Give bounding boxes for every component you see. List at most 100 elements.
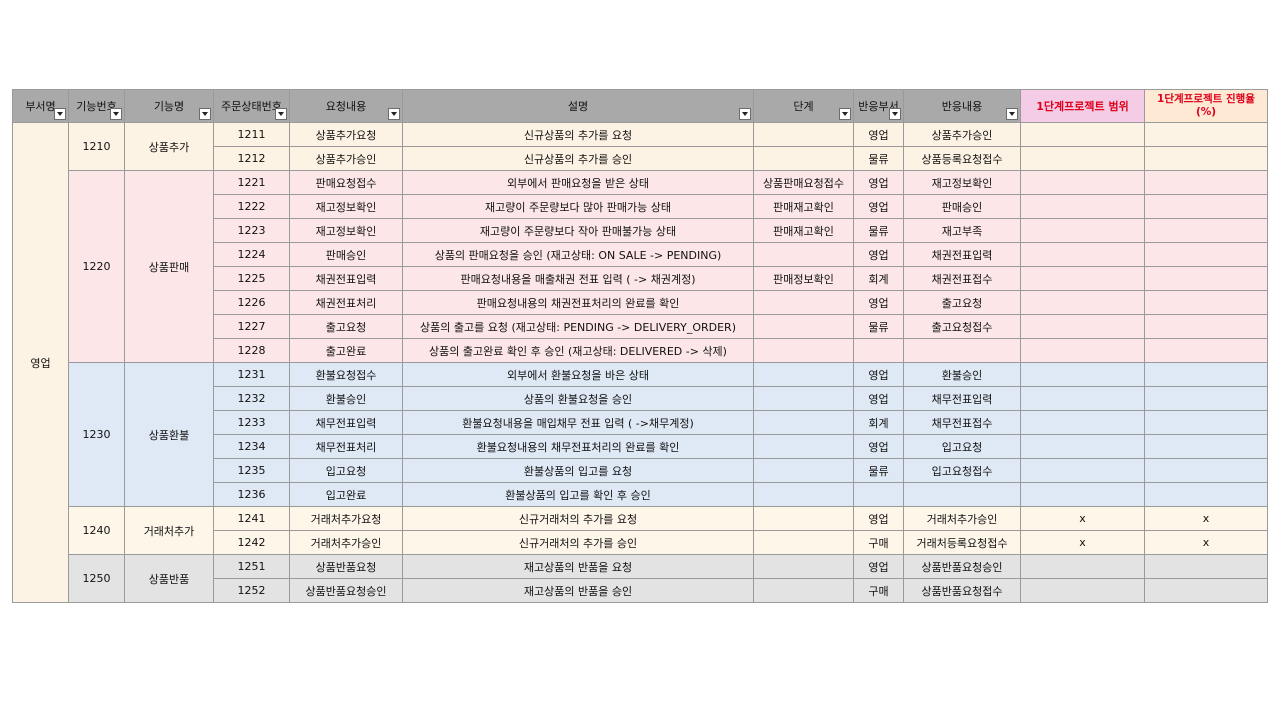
status-no-cell[interactable]: 1231: [213, 362, 290, 387]
response-cell[interactable]: 상품등록요청접수: [903, 146, 1021, 171]
response-cell[interactable]: 환불승인: [903, 362, 1021, 387]
status-no-cell[interactable]: 1227: [213, 314, 290, 339]
phase1-scope-cell[interactable]: [1020, 410, 1145, 435]
function-no-cell[interactable]: 1250: [68, 554, 125, 603]
phase1-scope-cell[interactable]: [1020, 218, 1145, 243]
phase1-scope-cell[interactable]: [1020, 314, 1145, 339]
stage-cell[interactable]: [753, 482, 854, 507]
phase1-scope-cell[interactable]: [1020, 386, 1145, 411]
stage-cell[interactable]: [753, 554, 854, 579]
status-no-cell[interactable]: 1241: [213, 506, 290, 531]
response-dept-cell[interactable]: 물류: [853, 458, 904, 483]
phase1-scope-cell[interactable]: [1020, 458, 1145, 483]
function-no-cell[interactable]: 1220: [68, 170, 125, 363]
stage-cell[interactable]: [753, 146, 854, 171]
response-dept-cell[interactable]: 회계: [853, 266, 904, 291]
request-cell[interactable]: 상품추가승인: [289, 146, 403, 171]
status-no-cell[interactable]: 1236: [213, 482, 290, 507]
phase1-progress-cell[interactable]: [1144, 578, 1268, 603]
phase1-scope-cell[interactable]: [1020, 482, 1145, 507]
response-dept-cell[interactable]: [853, 482, 904, 507]
status-no-cell[interactable]: 1221: [213, 170, 290, 195]
phase1-scope-cell[interactable]: [1020, 122, 1145, 147]
description-cell[interactable]: 환불요청내용의 채무전표처리의 완료를 확인: [402, 434, 754, 459]
response-dept-cell[interactable]: 구매: [853, 578, 904, 603]
description-cell[interactable]: 환불요청내용을 매입채무 전표 입력 ( ->채무계정): [402, 410, 754, 435]
response-cell[interactable]: 채권전표접수: [903, 266, 1021, 291]
phase1-scope-cell[interactable]: [1020, 434, 1145, 459]
status-no-cell[interactable]: 1242: [213, 530, 290, 555]
stage-cell[interactable]: 상품판매요청접수: [753, 170, 854, 195]
response-dept-cell[interactable]: 물류: [853, 218, 904, 243]
request-cell[interactable]: 상품추가요청: [289, 122, 403, 147]
phase1-scope-cell[interactable]: x: [1020, 530, 1145, 555]
function-name-cell[interactable]: 상품판매: [124, 170, 214, 363]
status-no-cell[interactable]: 1211: [213, 122, 290, 147]
request-cell[interactable]: 거래처추가요청: [289, 506, 403, 531]
request-cell[interactable]: 재고정보확인: [289, 194, 403, 219]
phase1-progress-cell[interactable]: [1144, 458, 1268, 483]
description-cell[interactable]: 신규거래처의 추가를 승인: [402, 530, 754, 555]
phase1-scope-cell[interactable]: [1020, 578, 1145, 603]
response-dept-cell[interactable]: 물류: [853, 314, 904, 339]
response-dept-cell[interactable]: 영업: [853, 122, 904, 147]
response-cell[interactable]: 채무전표입력: [903, 386, 1021, 411]
response-cell[interactable]: 상품추가승인: [903, 122, 1021, 147]
filter-dropdown-icon[interactable]: [199, 108, 211, 120]
response-cell[interactable]: 재고부족: [903, 218, 1021, 243]
phase1-scope-cell[interactable]: [1020, 290, 1145, 315]
phase1-progress-cell[interactable]: [1144, 554, 1268, 579]
response-cell[interactable]: [903, 482, 1021, 507]
department-cell[interactable]: 영업: [12, 122, 69, 603]
description-cell[interactable]: 신규거래처의 추가를 요청: [402, 506, 754, 531]
stage-cell[interactable]: [753, 338, 854, 363]
function-no-cell[interactable]: 1230: [68, 362, 125, 507]
description-cell[interactable]: 외부에서 판매요청을 받은 상태: [402, 170, 754, 195]
filter-dropdown-icon[interactable]: [388, 108, 400, 120]
status-no-cell[interactable]: 1223: [213, 218, 290, 243]
response-dept-cell[interactable]: 영업: [853, 362, 904, 387]
stage-cell[interactable]: 판매정보확인: [753, 266, 854, 291]
description-cell[interactable]: 상품의 판매요청을 승인 (재고상태: ON SALE -> PENDING): [402, 242, 754, 267]
phase1-progress-cell[interactable]: [1144, 170, 1268, 195]
filter-dropdown-icon[interactable]: [839, 108, 851, 120]
stage-cell[interactable]: [753, 122, 854, 147]
phase1-progress-cell[interactable]: [1144, 194, 1268, 219]
status-no-cell[interactable]: 1252: [213, 578, 290, 603]
phase1-progress-cell[interactable]: [1144, 146, 1268, 171]
response-cell[interactable]: 판매승인: [903, 194, 1021, 219]
status-no-cell[interactable]: 1226: [213, 290, 290, 315]
phase1-progress-cell[interactable]: [1144, 386, 1268, 411]
phase1-progress-cell[interactable]: [1144, 410, 1268, 435]
request-cell[interactable]: 입고완료: [289, 482, 403, 507]
phase1-progress-cell[interactable]: x: [1144, 530, 1268, 555]
request-cell[interactable]: 채권전표처리: [289, 290, 403, 315]
stage-cell[interactable]: [753, 314, 854, 339]
phase1-progress-cell[interactable]: [1144, 482, 1268, 507]
request-cell[interactable]: 재고정보확인: [289, 218, 403, 243]
filter-dropdown-icon[interactable]: [739, 108, 751, 120]
response-dept-cell[interactable]: 영업: [853, 554, 904, 579]
status-no-cell[interactable]: 1228: [213, 338, 290, 363]
response-cell[interactable]: 거래처등록요청접수: [903, 530, 1021, 555]
filter-dropdown-icon[interactable]: [54, 108, 66, 120]
request-cell[interactable]: 입고요청: [289, 458, 403, 483]
phase1-progress-cell[interactable]: [1144, 290, 1268, 315]
phase1-progress-cell[interactable]: [1144, 242, 1268, 267]
request-cell[interactable]: 환불요청접수: [289, 362, 403, 387]
description-cell[interactable]: 외부에서 환불요청을 바은 상태: [402, 362, 754, 387]
response-dept-cell[interactable]: 회계: [853, 410, 904, 435]
stage-cell[interactable]: [753, 530, 854, 555]
status-no-cell[interactable]: 1234: [213, 434, 290, 459]
description-cell[interactable]: 재고량이 주문량보다 많아 판매가능 상태: [402, 194, 754, 219]
request-cell[interactable]: 판매요청접수: [289, 170, 403, 195]
response-dept-cell[interactable]: 영업: [853, 242, 904, 267]
phase1-scope-cell[interactable]: [1020, 146, 1145, 171]
phase1-scope-cell[interactable]: x: [1020, 506, 1145, 531]
response-cell[interactable]: 상품반품요청승인: [903, 554, 1021, 579]
filter-dropdown-icon[interactable]: [275, 108, 287, 120]
description-cell[interactable]: 상품의 환불요청을 승인: [402, 386, 754, 411]
phase1-progress-cell[interactable]: [1144, 266, 1268, 291]
phase1-scope-cell[interactable]: [1020, 194, 1145, 219]
response-dept-cell[interactable]: 물류: [853, 146, 904, 171]
